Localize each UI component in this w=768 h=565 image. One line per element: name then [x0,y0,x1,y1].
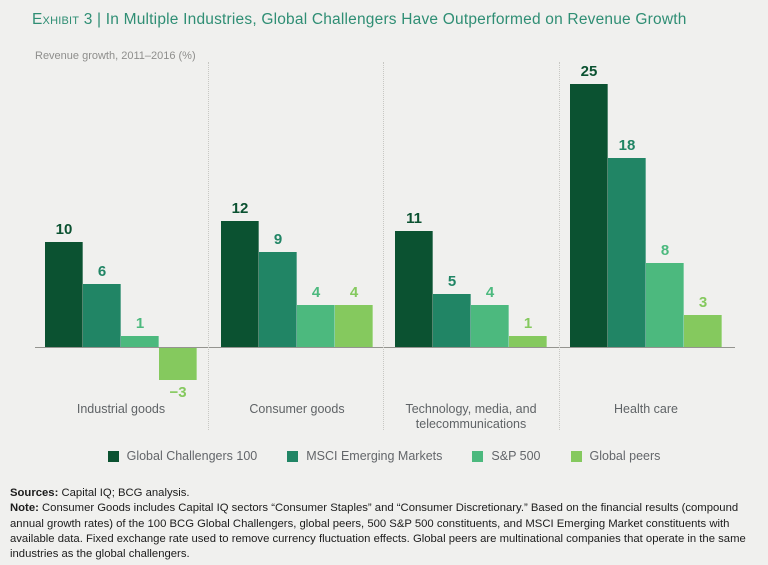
bar [159,348,197,380]
legend-label: MSCI Emerging Markets [306,449,443,463]
bar [395,231,433,347]
bar-value-label: 5 [447,273,457,290]
bar [297,305,335,347]
bar-value-label: 6 [97,263,107,280]
chart-subtitle: Revenue growth, 2011–2016 (%) [35,50,196,62]
legend-label: Global Challengers 100 [126,449,258,463]
group-separator-line [208,62,209,430]
x-axis-baseline [35,347,735,348]
title-separator: | [92,11,106,28]
bar [45,242,83,347]
page-title: Exhibit 3 | In Multiple Industries, Glob… [32,11,687,29]
bar-value-label: 25 [580,63,598,80]
category-label: Technology, media, and telecommunication… [405,402,537,431]
note-label: Note: [10,502,39,515]
legend-label: Global peers [589,449,661,463]
bar [471,305,509,347]
bar [684,315,722,347]
bar [335,305,373,347]
note-line: Note: Consumer Goods includes Capital IQ… [10,501,758,562]
legend-label: S&P 500 [491,449,541,463]
bar-value-label: 9 [273,231,283,248]
note-text: Consumer Goods includes Capital IQ secto… [10,502,746,561]
bar-value-label: 1 [135,315,145,332]
group-separator-line [383,62,384,430]
category-label: Industrial goods [76,402,166,416]
legend-item: Global peers [570,449,661,463]
sources-text: Capital IQ; BCG analysis. [58,487,190,499]
exhibit-label: Exhibit 3 [32,11,93,28]
bar-value-label: −3 [169,384,187,401]
title-text: In Multiple Industries, Global Challenge… [105,11,687,28]
bar-value-label: 4 [485,284,495,301]
bar [646,263,684,347]
bar [509,336,547,347]
bar-value-label: 11 [406,210,422,227]
bar [83,284,121,347]
bar-value-label: 8 [660,242,670,259]
bar-value-label: 1 [523,315,533,332]
legend-swatch-icon [107,450,119,462]
bar [570,84,608,347]
category-label: Health care [614,402,678,416]
bar [121,336,159,347]
bar-value-label: 18 [618,137,636,154]
category-label: Consumer goods [249,402,345,416]
bar-chart-plot-area: 10 6 1 −3 Industrial goods 12 9 4 4 Consumer good… [35,62,735,431]
bar [433,294,471,347]
sources-line: Sources: Capital IQ; BCG analysis. [10,486,758,501]
sources-label: Sources: [10,487,59,499]
legend-swatch-icon [287,450,299,462]
bar [608,158,646,347]
bar-value-label: 10 [55,221,73,238]
bar-value-label: 12 [231,200,249,217]
bar [221,221,259,347]
legend-item: Global Challengers 100 [107,449,258,463]
legend-swatch-icon [570,450,582,462]
bar-value-label: 4 [311,284,321,301]
bar [259,252,297,347]
legend-item: MSCI Emerging Markets [287,449,442,463]
bar-value-label: 3 [698,294,708,311]
legend-item: S&P 500 [472,449,541,463]
footer-notes: Sources: Capital IQ; BCG analysis. Note:… [10,486,758,562]
chart-legend: Global Challengers 100 MSCI Emerging Mark… [0,449,768,463]
legend-swatch-icon [472,450,484,462]
group-separator-line [559,62,560,430]
bar-value-label: 4 [349,284,359,301]
